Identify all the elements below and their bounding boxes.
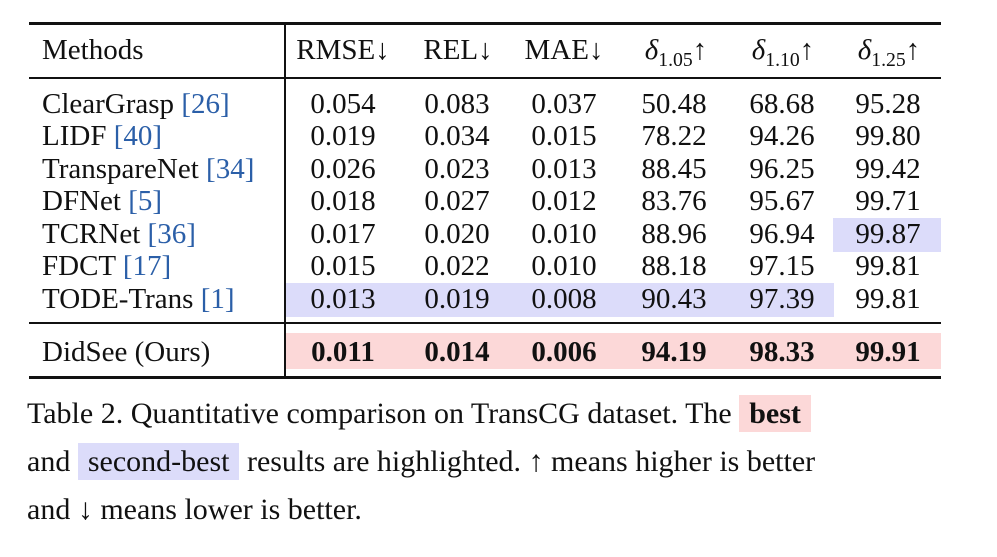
table-cell: 99.87: [855, 218, 921, 250]
ours-method: DidSee (Ours): [42, 336, 211, 368]
citation-link[interactable]: 26: [190, 88, 220, 120]
table-cell: 99.71: [855, 185, 921, 217]
column-divider: [284, 24, 286, 376]
table-cell: 0.008: [531, 283, 597, 315]
table-cell: 0.023: [424, 153, 490, 185]
table-cell: 0.026: [310, 153, 376, 185]
table-cell: 0.083: [424, 88, 490, 120]
ours-cell: 98.33: [749, 336, 815, 368]
citation-link[interactable]: 34: [215, 153, 245, 185]
table-cell: 88.45: [641, 153, 707, 185]
header-rule: [29, 77, 941, 79]
table-cell: 96.94: [749, 218, 815, 250]
ours-cell: 0.006: [531, 336, 597, 368]
citation-link[interactable]: 1: [210, 283, 225, 315]
table-cell: 88.18: [641, 250, 707, 282]
second-best-highlight-tcrnet: [833, 218, 941, 252]
table-cell: 0.013: [310, 283, 376, 315]
top-rule: [29, 22, 941, 25]
table-cell: 78.22: [641, 120, 707, 152]
table-cell: 0.017: [310, 218, 376, 250]
header-delta-105: δ1.05↑: [644, 34, 708, 71]
table-cell: 0.019: [424, 283, 490, 315]
table-cell: 99.81: [855, 250, 921, 282]
table-caption: Table 2. Quantitative comparison on Tran…: [27, 395, 816, 526]
table-cell: 0.020: [424, 218, 490, 250]
table-cell: 95.28: [855, 88, 921, 120]
table-cell: 0.022: [424, 250, 490, 282]
method-name: ClearGrasp [26]: [42, 88, 230, 120]
table-cell: 99.80: [855, 120, 921, 152]
table-cell: 0.010: [531, 218, 597, 250]
method-name: FDCT [17]: [42, 250, 172, 282]
ours-rule: [29, 322, 941, 324]
ours-cell: 0.011: [311, 336, 375, 368]
caption-best-label: best: [739, 395, 811, 432]
best-highlight-ours: [286, 333, 941, 369]
table-cell: 0.054: [310, 88, 376, 120]
table-cell: 99.42: [855, 153, 921, 185]
table-cell: 96.25: [749, 153, 815, 185]
header-mae: MAE↓: [524, 34, 604, 66]
method-name: TODE-Trans [1]: [42, 283, 235, 315]
table-cell: 94.26: [749, 120, 815, 152]
table-cell: 0.027: [424, 185, 490, 217]
table-cell: 97.15: [749, 250, 815, 282]
table-cell: 0.034: [424, 120, 490, 152]
table-cell: 0.010: [531, 250, 597, 282]
citation-link[interactable]: 5: [137, 185, 153, 217]
table-cell: 0.013: [531, 153, 597, 185]
citation-link[interactable]: 17: [132, 250, 162, 282]
ours-cell: 94.19: [641, 336, 707, 368]
table-cell: 95.67: [749, 185, 815, 217]
table-cell: 0.037: [531, 88, 597, 120]
table-cell: 90.43: [641, 283, 707, 315]
header-methods: Methods: [42, 34, 144, 66]
table-cell: 83.76: [641, 185, 707, 217]
method-name: TranspareNet [34]: [42, 153, 255, 185]
ours-cell: 0.014: [424, 336, 490, 368]
table-cell: 0.015: [531, 120, 597, 152]
table-cell: 0.018: [310, 185, 376, 217]
header-rmse: RMSE↓: [296, 34, 390, 66]
header-delta-125: δ1.25↑: [857, 34, 921, 71]
ours-cell: 99.91: [855, 336, 921, 368]
table-cell: 97.39: [749, 283, 815, 315]
table-cell: 0.019: [310, 120, 376, 152]
caption-second-best-label: second-best: [77, 443, 240, 480]
table-cell: 0.015: [310, 250, 376, 282]
table-cell: 50.48: [641, 88, 707, 120]
citation-link[interactable]: 36: [157, 218, 187, 250]
header-rel: REL↓: [423, 34, 493, 66]
method-name: LIDF [40]: [42, 120, 163, 152]
table-cell: 68.68: [749, 88, 815, 120]
table-cell: 88.96: [641, 218, 707, 250]
method-name: TCRNet [36]: [42, 218, 196, 250]
header-delta-110: δ1.10↑: [751, 34, 815, 71]
citation-link[interactable]: 40: [123, 120, 153, 152]
second-best-highlight-tode: [286, 283, 834, 317]
table-cell: 99.81: [855, 283, 921, 315]
method-name: DFNet [5]: [42, 185, 163, 217]
table-cell: 0.012: [531, 185, 597, 217]
bottom-rule: [29, 376, 941, 379]
